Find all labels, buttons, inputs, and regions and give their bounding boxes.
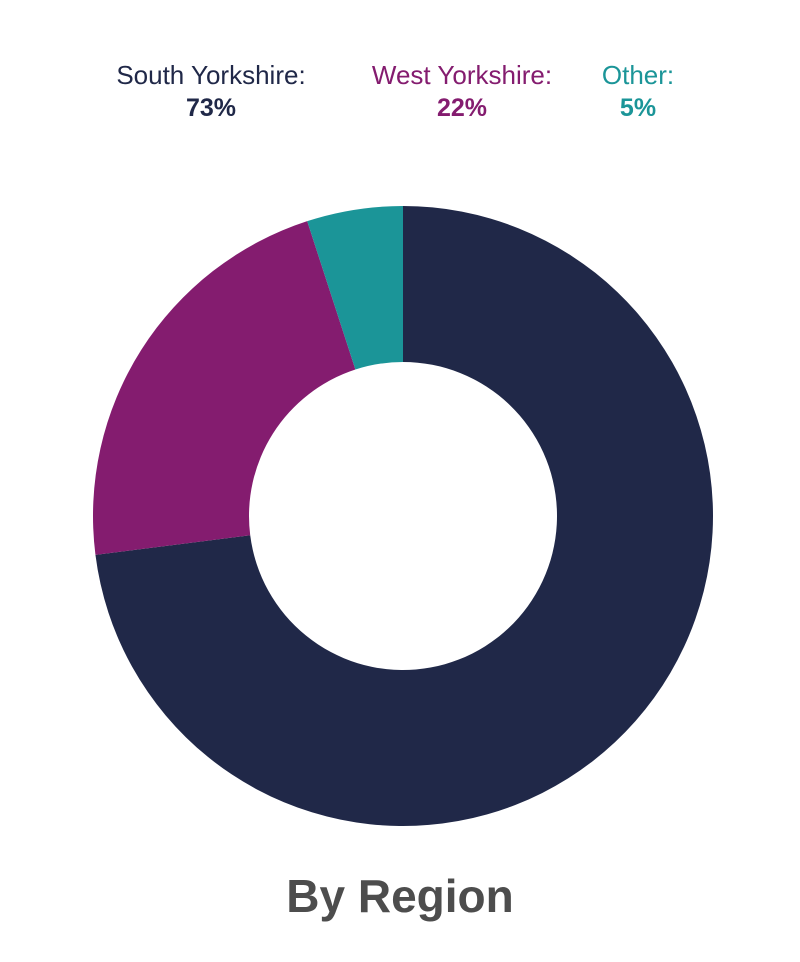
chart-legend: South Yorkshire: 73% West Yorkshire: 22%… <box>0 58 800 138</box>
slice-west-yorkshire <box>92 221 356 555</box>
legend-label-other: Other: <box>601 60 675 90</box>
legend-item-other: Other: 5% <box>588 58 688 124</box>
legend-item-west-yorkshire: West Yorkshire: 22% <box>356 58 568 124</box>
legend-label-south-yorkshire: South Yorkshire: <box>116 60 306 90</box>
slice-south-yorkshire <box>95 206 713 826</box>
legend-item-south-yorkshire: South Yorkshire: 73% <box>105 58 317 124</box>
legend-value-south-yorkshire: 73% <box>185 94 237 122</box>
legend-label-west-yorkshire: West Yorkshire: <box>371 60 553 90</box>
chart-title: By Region <box>286 870 514 922</box>
slice-other <box>307 206 403 370</box>
legend-value-west-yorkshire: 22% <box>436 94 488 122</box>
legend-value-other: 5% <box>619 94 657 122</box>
